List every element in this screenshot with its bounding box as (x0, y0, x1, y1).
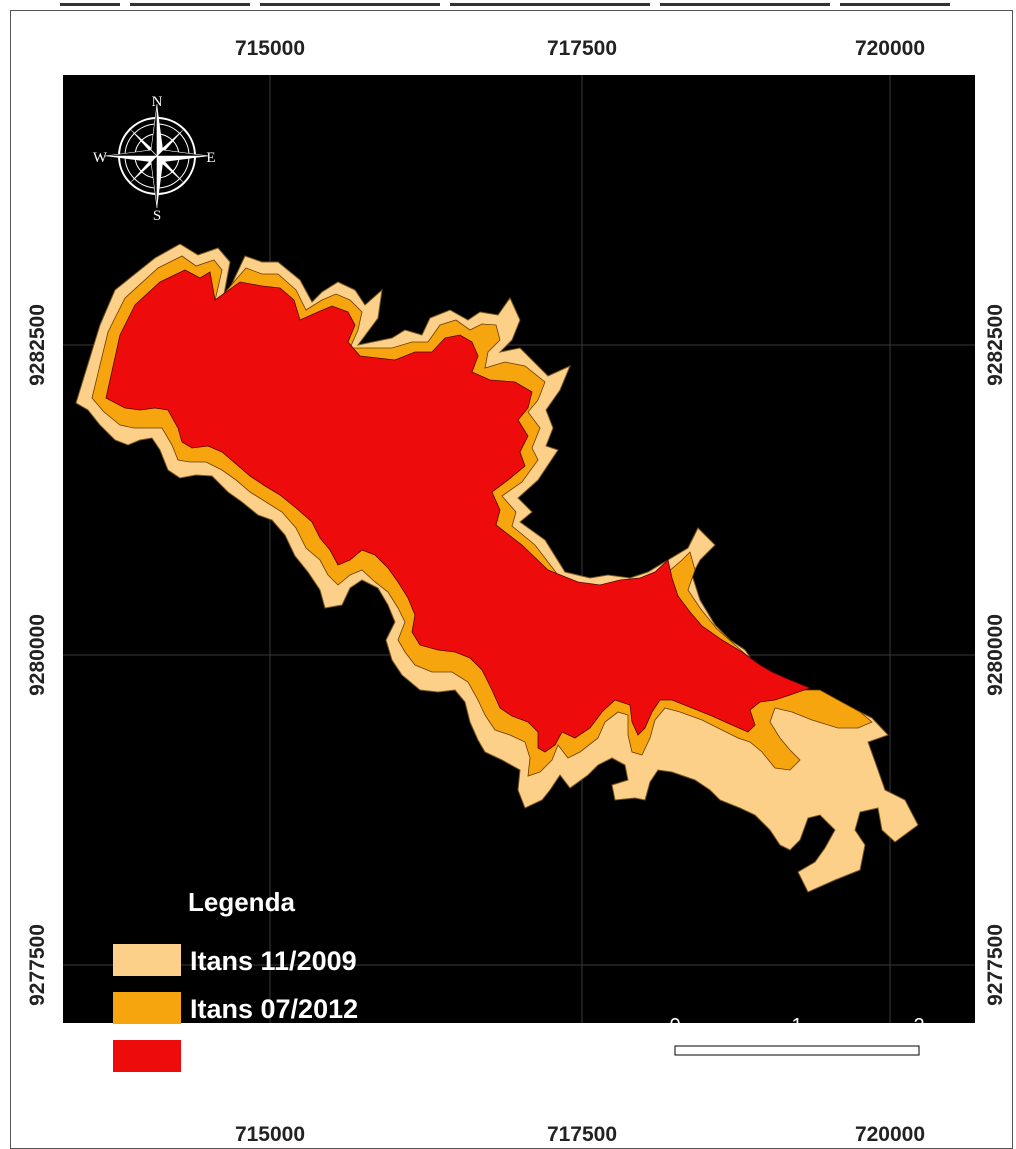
y-tick-right-9277500: 9277500 (984, 924, 1007, 1006)
x-tick-top-717500: 717500 (547, 37, 617, 60)
legend-label-2012-07: Itans 07/2012 (190, 994, 358, 1024)
y-tick-left-9282500: 9282500 (26, 304, 49, 386)
x-tick-bottom-717500: 717500 (547, 1123, 617, 1146)
legend-label-2012-10: Itans 10/2012 (190, 1042, 358, 1072)
y-tick-right-9280000: 9280000 (984, 614, 1007, 696)
y-tick-left-9280000: 9280000 (26, 614, 49, 696)
scale-bar (674, 1045, 920, 1056)
x-tick-top-715000: 715000 (235, 37, 305, 60)
legend-swatch-2012-10 (113, 1040, 181, 1072)
legend-label-2009: Itans 11/2009 (190, 946, 357, 976)
compass-n-label: N (152, 94, 163, 110)
y-tick-right-9282500: 9282500 (984, 304, 1007, 386)
scale-unit: M (926, 1043, 942, 1064)
graticule (63, 75, 975, 1023)
compass-e-label: E (206, 150, 215, 166)
compass-s-label: S (153, 208, 161, 224)
legend-swatch-2012-07 (113, 992, 181, 1024)
x-tick-bottom-715000: 715000 (235, 1123, 305, 1146)
y-tick-left-9277500: 9277500 (26, 924, 49, 1006)
scale-label-1: 1 (791, 1015, 802, 1037)
scale-label-0: 0 (669, 1015, 680, 1037)
x-tick-top-720000: 720000 (855, 37, 925, 60)
compass-rose-icon (104, 103, 210, 209)
water-extent-2012-10 (105, 269, 812, 753)
legend-title: Legenda (188, 887, 295, 917)
compass-w-label: W (93, 150, 108, 166)
cropped-caption-strip (0, 0, 1016, 10)
legend-swatch-2009 (113, 944, 181, 976)
scale-label-2: 2 (913, 1015, 924, 1037)
x-tick-bottom-720000: 720000 (855, 1123, 925, 1146)
